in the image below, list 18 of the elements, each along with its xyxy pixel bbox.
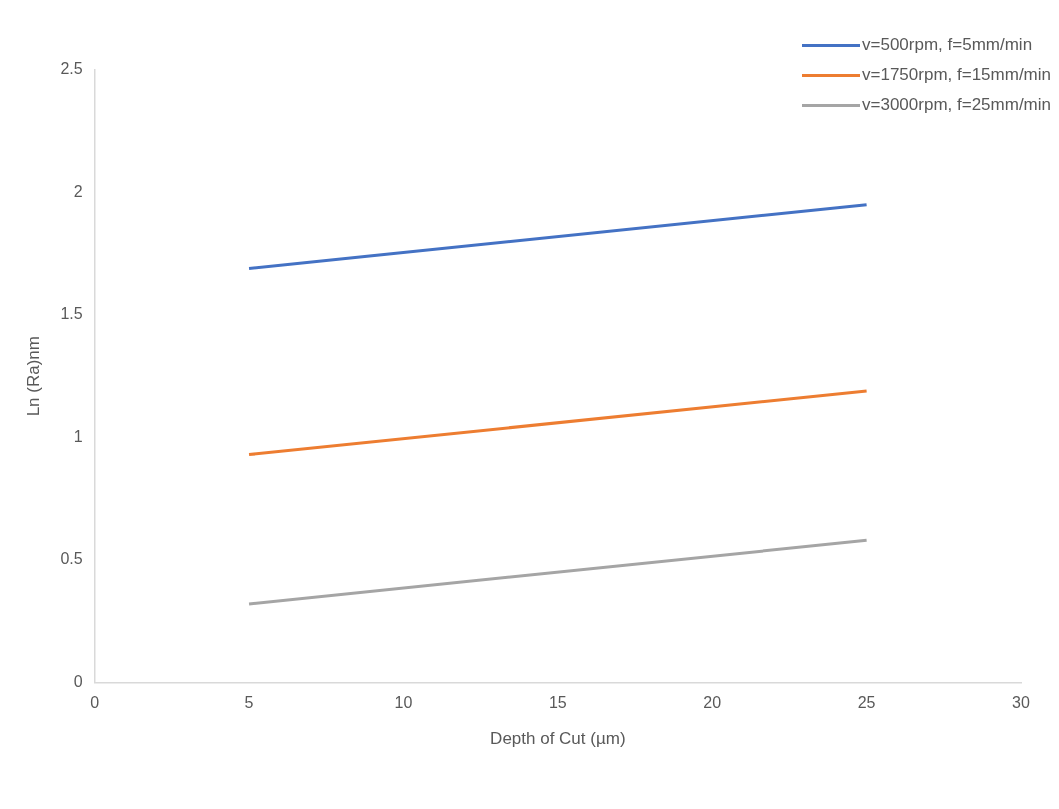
x-tick-label: 20	[703, 694, 722, 712]
y-axis-title: Ln (Ra)nm	[23, 336, 43, 417]
y-tick-label: 1	[73, 427, 83, 445]
x-tick-label: 5	[244, 694, 254, 712]
legend-label: v=3000rpm, f=25mm/min	[862, 95, 1051, 115]
x-tick-label: 15	[548, 694, 567, 712]
y-tick-label: 0.5	[60, 550, 83, 568]
x-axis-title: Depth of Cut (µm)	[490, 729, 626, 749]
y-tick-label: 0	[73, 672, 83, 690]
x-tick-label: 25	[857, 694, 876, 712]
legend-label: v=1750rpm, f=15mm/min	[862, 65, 1051, 85]
x-tick-label: 30	[1012, 694, 1030, 712]
x-tick-label: 0	[90, 694, 100, 712]
legend-label: v=500rpm, f=5mm/min	[862, 35, 1033, 55]
x-tick-label: 10	[394, 694, 413, 712]
y-tick-label: 2	[73, 182, 83, 200]
y-tick-label: 2.5	[60, 60, 83, 78]
y-tick-label: 1.5	[60, 305, 83, 323]
